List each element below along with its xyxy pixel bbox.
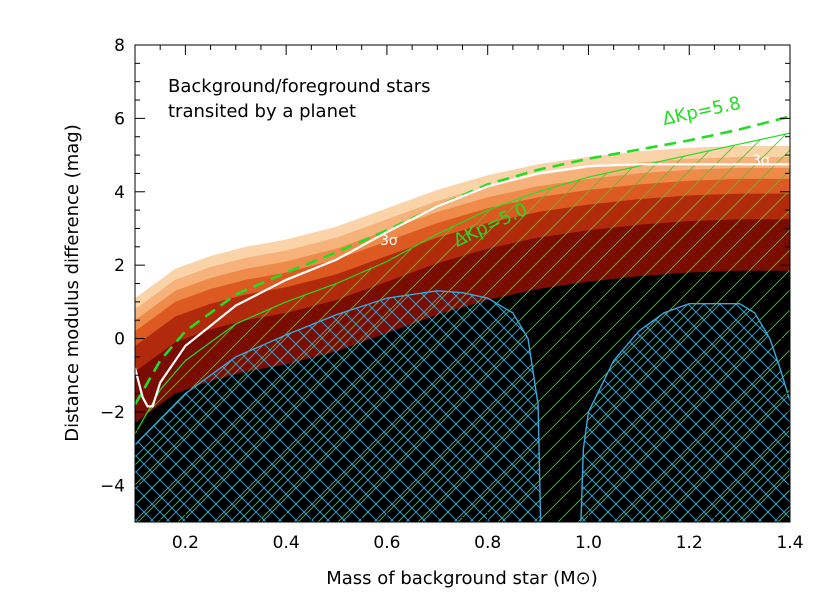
x-tick-label: 0.4	[273, 533, 300, 553]
x-tick-label: 0.6	[373, 533, 400, 553]
x-tick-label: 1.2	[676, 533, 703, 553]
x-tick-label: 1.0	[575, 533, 602, 553]
y-tick-label: −2	[100, 403, 125, 423]
note-line-2: transited by a planet	[168, 101, 356, 122]
x-axis-title: Mass of background star (M⊙)	[326, 568, 598, 589]
kp50-line	[135, 132, 790, 435]
y-tick-label: −4	[100, 476, 125, 496]
excluded-region-fill-2	[580, 303, 790, 522]
excluded-region-fill-1	[135, 290, 541, 522]
y-tick-label: 2	[114, 256, 125, 276]
y-tick-label: 8	[114, 36, 125, 56]
note-line-1: Background/foreground stars	[168, 76, 431, 97]
excluded-region-boundary-1	[135, 290, 542, 522]
y-tick-label: 0	[114, 330, 125, 350]
y-tick-label: 6	[114, 109, 125, 129]
sigma-label-b: 3σ	[752, 153, 770, 169]
plot-area	[135, 115, 790, 522]
excluded-region-boundary-2	[580, 303, 790, 522]
y-tick-label: 4	[114, 183, 125, 203]
sigma-label-a: 3σ	[380, 233, 398, 249]
axis-ticks: 0.2 0.4 0.6 0.8 1.0 1.2 1.4 −4 −2 0 2 4 6 8	[100, 36, 804, 553]
y-axis-title: Distance modulus difference (mag)	[62, 124, 83, 441]
x-tick-label: 0.8	[474, 533, 501, 553]
x-tick-label: 1.4	[776, 533, 803, 553]
sigma-line	[135, 163, 790, 408]
x-tick-label: 0.2	[172, 533, 199, 553]
